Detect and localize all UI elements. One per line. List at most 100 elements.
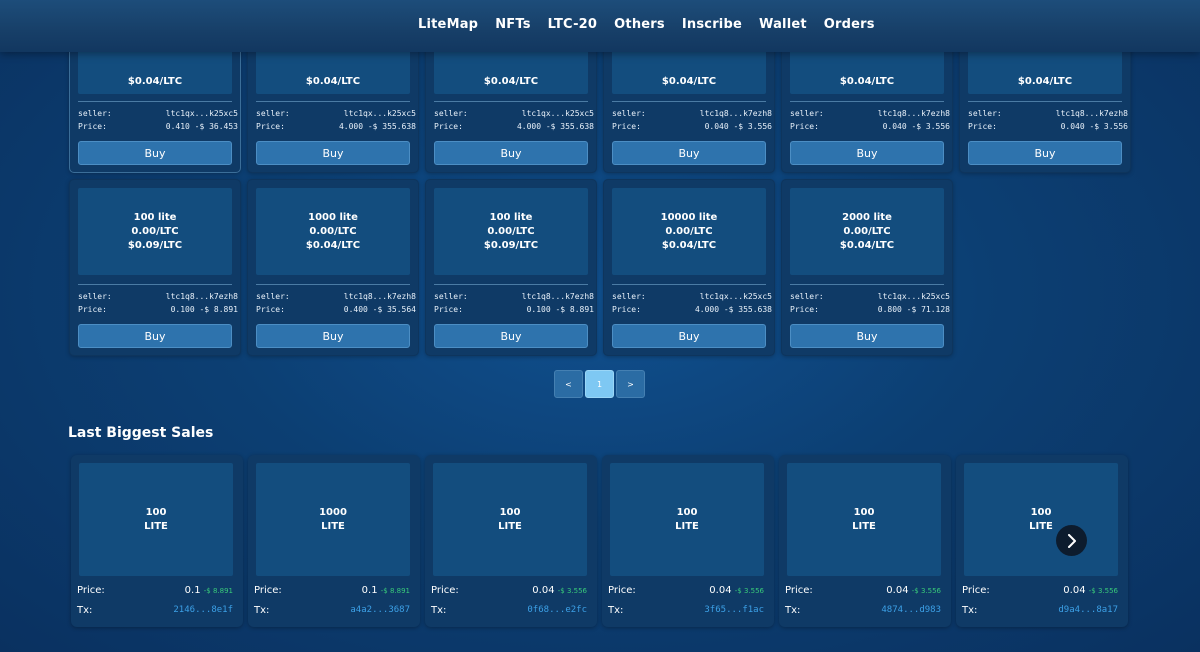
sale-thumbnail: 1000 LITE [256, 463, 410, 576]
listing-rate: 0.00/LTC [665, 225, 713, 237]
sale-tx-link[interactable]: 4874...d983 [881, 605, 941, 615]
sale-price-usd: -$ 3.556 [1088, 587, 1118, 595]
listing-amount: 10000 lite [660, 211, 718, 223]
nav-ltc20[interactable]: LTC-20 [547, 17, 598, 32]
nav-nfts[interactable]: NFTs [495, 17, 531, 32]
sale-price-value: 0.04 -$ 3.556 [532, 585, 587, 596]
listing-card[interactable]: $0.04/LTC seller: ltc1q8...k7ezh8 Price: 0… [781, 40, 953, 173]
sale-price-usd: -$ 8.891 [203, 587, 233, 595]
sale-thumbnail: 100 LITE [787, 463, 941, 576]
price-label: Price: [790, 305, 819, 314]
buy-button[interactable]: Buy [612, 324, 766, 348]
listing-card[interactable]: $0.04/LTC seller: ltc1q8...k7ezh8 Price: 0… [603, 40, 775, 173]
buy-button[interactable]: Buy [256, 324, 410, 348]
listing-card[interactable]: 2000 lite 0.00/LTC $0.04/LTC seller: ltc1… [781, 179, 953, 356]
price-label: Price: [256, 305, 285, 314]
sale-card[interactable]: 100 LITE Price: 0.1 -$ 8.891 Tx: 2146...… [71, 455, 243, 627]
price-label: Price: [434, 122, 463, 131]
divider [256, 284, 410, 285]
sale-amount: 100 [499, 506, 521, 518]
buy-button[interactable]: Buy [612, 141, 766, 165]
buy-button[interactable]: Buy [78, 141, 232, 165]
nav-wallet[interactable]: Wallet [759, 17, 807, 32]
seller-label: seller: [434, 292, 468, 301]
sale-thumbnail: 100 LITE [964, 463, 1118, 576]
sale-price-label: Price: [608, 585, 636, 596]
seller-address: ltc1qx...k25xc5 [521, 109, 594, 118]
sale-card[interactable]: 100 LITE Price: 0.04 -$ 3.556 Tx: 4874..… [779, 455, 951, 627]
sale-price-usd: -$ 8.891 [380, 587, 410, 595]
listing-price-per-ltc: $0.04/LTC [305, 76, 361, 87]
nav-litemap[interactable]: LiteMap [418, 17, 479, 32]
seller-address: ltc1qx...k25xc5 [699, 292, 772, 301]
divider [256, 101, 410, 102]
sale-price-usd: -$ 3.556 [734, 587, 764, 595]
divider [968, 101, 1122, 102]
price-label: Price: [612, 305, 641, 314]
sale-price-ltc: 0.1 [361, 585, 378, 596]
nav-others[interactable]: Others [614, 17, 665, 32]
pagination-prev-button[interactable]: < [554, 370, 583, 398]
divider [434, 284, 588, 285]
divider [78, 284, 232, 285]
pagination-page-button[interactable]: 1 [585, 370, 614, 398]
sale-card[interactable]: 1000 LITE Price: 0.1 -$ 8.891 Tx: a4a2..… [248, 455, 420, 627]
buy-button[interactable]: Buy [968, 141, 1122, 165]
seller-address: ltc1q8...k7ezh8 [521, 292, 594, 301]
listing-price-per-ltc: $0.04/LTC [661, 239, 717, 251]
listing-rate: 0.00/LTC [131, 225, 179, 237]
listing-price-per-ltc: $0.09/LTC [483, 239, 539, 251]
sale-price-value: 0.04 -$ 3.556 [1063, 585, 1118, 596]
sale-price-ltc: 0.04 [1063, 585, 1086, 596]
seller-label: seller: [790, 292, 824, 301]
buy-button[interactable]: Buy [434, 141, 588, 165]
listing-price-per-ltc: $0.04/LTC [127, 76, 183, 87]
price-value: 4.000 -$ 355.638 [516, 122, 594, 131]
top-nav-bar: LiteMap NFTs LTC-20 Others Inscribe Wall… [0, 0, 1200, 52]
chevron-right-icon [1067, 533, 1076, 548]
listing-card[interactable]: 100 lite 0.00/LTC $0.09/LTC seller: ltc1q… [69, 179, 241, 356]
sale-tx-label: Tx: [254, 605, 270, 616]
buy-button[interactable]: Buy [78, 324, 232, 348]
sale-tx-link[interactable]: d9a4...8a17 [1058, 605, 1118, 615]
buy-button[interactable]: Buy [790, 324, 944, 348]
listing-price-per-ltc: $0.04/LTC [839, 76, 895, 87]
sale-amount: 1000 [319, 506, 347, 518]
price-label: Price: [78, 122, 107, 131]
sale-amount: 100 [1030, 506, 1052, 518]
sale-tx-link[interactable]: 0f68...e2fc [527, 605, 587, 615]
listing-price-per-ltc: $0.04/LTC [305, 239, 361, 251]
buy-button[interactable]: Buy [434, 324, 588, 348]
sale-price-label: Price: [254, 585, 282, 596]
sale-card[interactable]: 100 LITE Price: 0.04 -$ 3.556 Tx: 0f68..… [425, 455, 597, 627]
listing-card[interactable]: $0.04/LTC seller: ltc1qx...k25xc5 Price: 0… [69, 40, 241, 173]
sale-price-ltc: 0.04 [532, 585, 555, 596]
sale-tx-link[interactable]: a4a2...3687 [350, 605, 410, 615]
listing-card[interactable]: 100 lite 0.00/LTC $0.09/LTC seller: ltc1q… [425, 179, 597, 356]
sale-price-value: 0.1 -$ 8.891 [185, 585, 233, 596]
pagination-next-button[interactable]: > [616, 370, 645, 398]
sale-price-ltc: 0.04 [886, 585, 909, 596]
listing-card[interactable]: $0.04/LTC seller: ltc1qx...k25xc5 Price: 4… [425, 40, 597, 173]
sale-card[interactable]: 100 LITE Price: 0.04 -$ 3.556 Tx: 3f65..… [602, 455, 774, 627]
sale-price-value: 0.04 -$ 3.556 [886, 585, 941, 596]
listing-card[interactable]: $0.04/LTC seller: ltc1q8...k7ezh8 Price: 0… [959, 40, 1131, 173]
carousel-next-button[interactable] [1056, 525, 1087, 556]
sale-tx-link[interactable]: 2146...8e1f [173, 605, 233, 615]
sale-tx-link[interactable]: 3f65...f1ac [704, 605, 764, 615]
divider [78, 101, 232, 102]
nav-inscribe[interactable]: Inscribe [681, 17, 742, 32]
sale-price-usd: -$ 3.556 [911, 587, 941, 595]
sale-tx-label: Tx: [431, 605, 447, 616]
nav-orders[interactable]: Orders [823, 17, 875, 32]
listing-card[interactable]: 10000 lite 0.00/LTC $0.04/LTC seller: ltc… [603, 179, 775, 356]
sale-thumbnail: 100 LITE [79, 463, 233, 576]
listing-card[interactable]: $0.04/LTC seller: ltc1qx...k25xc5 Price: 4… [247, 40, 419, 173]
buy-button[interactable]: Buy [256, 141, 410, 165]
listing-price-per-ltc: $0.04/LTC [1017, 76, 1073, 87]
buy-button[interactable]: Buy [790, 141, 944, 165]
sale-price-label: Price: [785, 585, 813, 596]
sale-amount: 100 [853, 506, 875, 518]
listing-card[interactable]: 1000 lite 0.00/LTC $0.04/LTC seller: ltc1… [247, 179, 419, 356]
sale-card[interactable]: 100 LITE Price: 0.04 -$ 3.556 Tx: d9a4..… [956, 455, 1128, 627]
